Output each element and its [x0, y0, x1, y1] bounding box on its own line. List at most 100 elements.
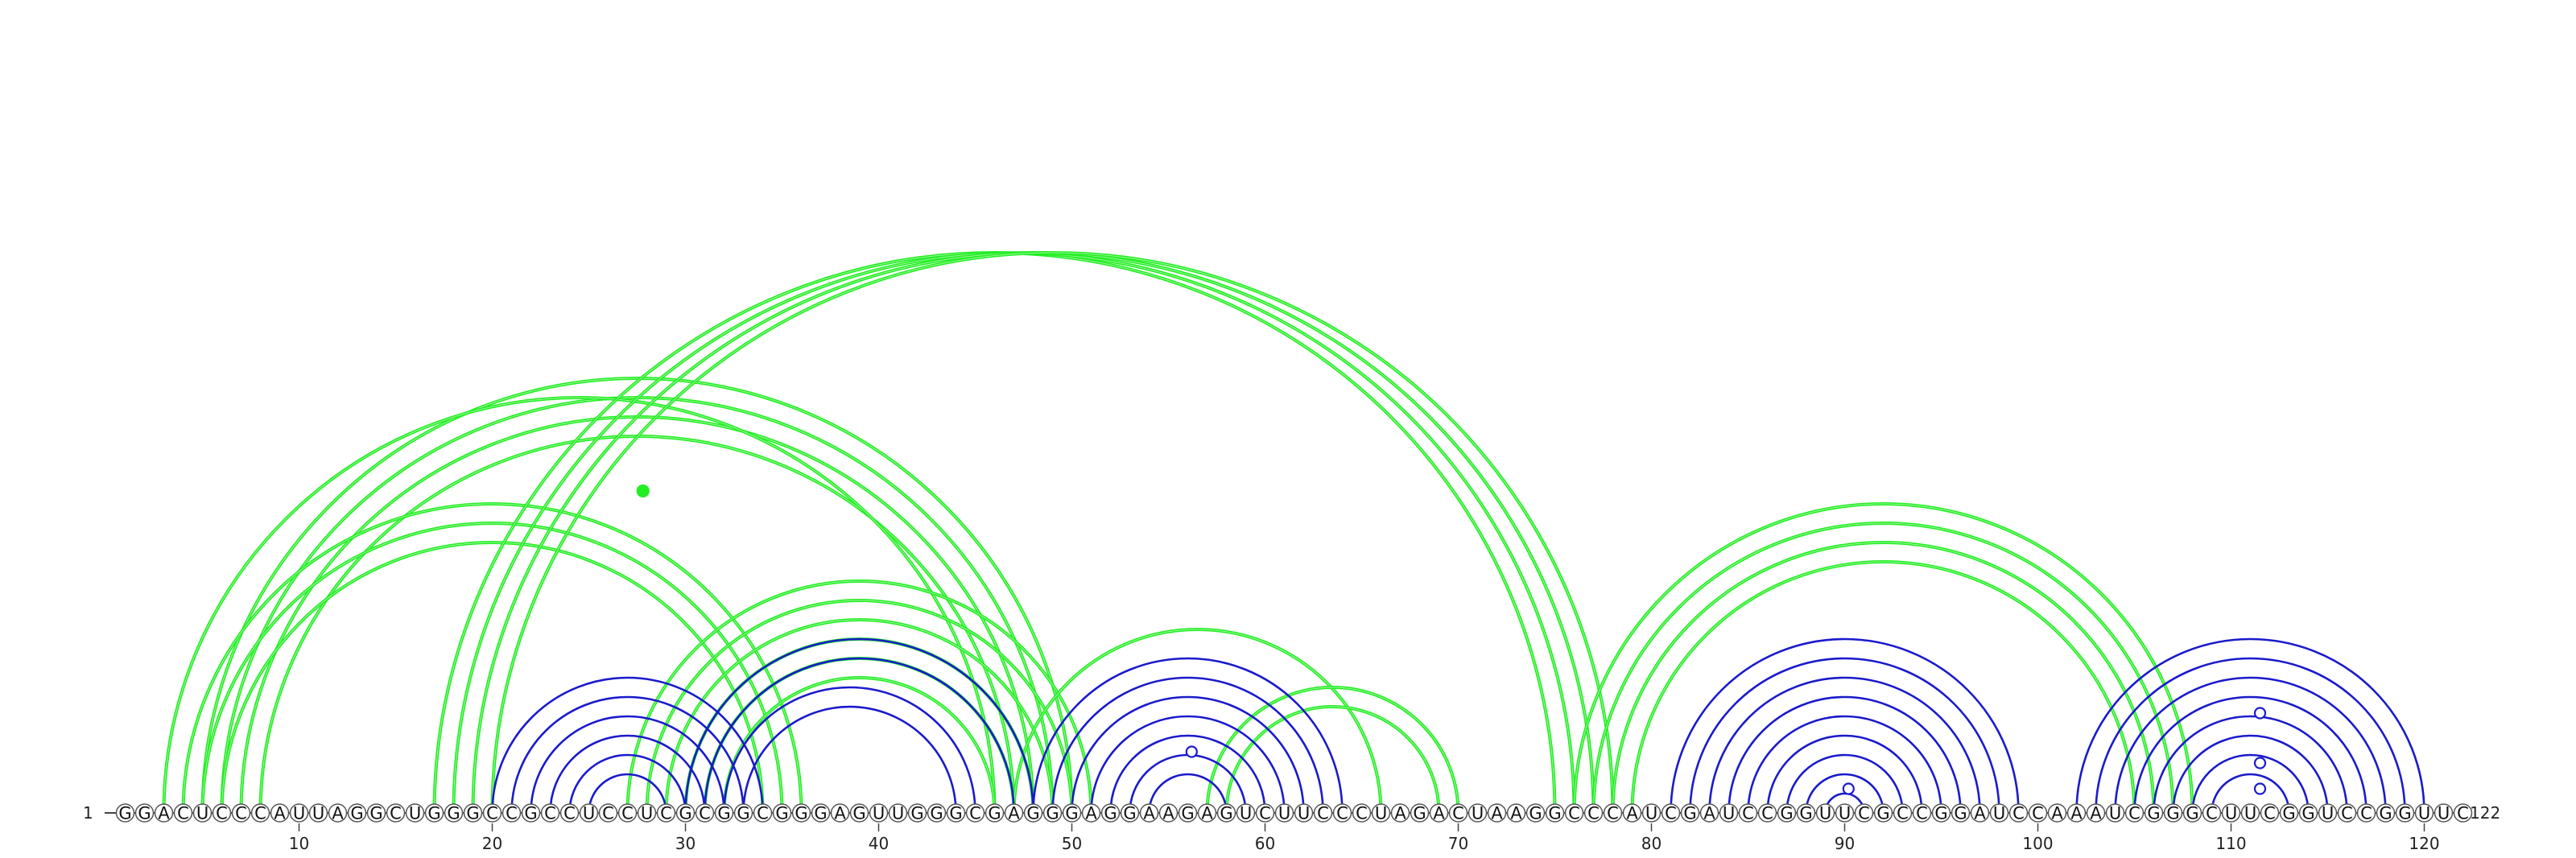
nucleotide-label-52: G — [1104, 804, 1117, 823]
nucleotide-78 — [1603, 803, 1623, 823]
nucleotide-83 — [1699, 803, 1719, 823]
nucleotide-113 — [2279, 803, 2299, 823]
blue-arc-31-47 — [704, 657, 1015, 814]
nucleotide-label-5: U — [196, 804, 208, 823]
blue-arc-109-113 — [2211, 773, 2290, 814]
nucleotide-11 — [308, 803, 328, 823]
nucleotide-label-92: G — [1876, 804, 1889, 823]
blue-arc-20-34 — [491, 676, 764, 814]
nucleotide-31 — [695, 803, 715, 823]
nucleotide-50 — [1062, 803, 1082, 823]
nucleotide-label-28: U — [641, 804, 653, 823]
nucleotide-label-99: C — [2013, 804, 2025, 823]
nucleotide-label-55: A — [1162, 804, 1174, 823]
nucleotide-58 — [1216, 803, 1236, 823]
nucleotide-22 — [521, 803, 541, 823]
nucleotide-label-25: U — [583, 804, 595, 823]
nucleotide-label-96: G — [1954, 804, 1967, 823]
nucleotide-115 — [2318, 803, 2338, 823]
blue-arc-82-98 — [1689, 657, 2000, 814]
nucleotide-88 — [1796, 803, 1816, 823]
nucleotide-label-94: C — [1916, 804, 1928, 823]
nucleotide-37 — [811, 803, 831, 823]
blue-arc-85-95 — [1747, 715, 1942, 814]
green-arc-highlight-77-107 — [1593, 522, 2174, 814]
nucleotide-122 — [2453, 803, 2473, 823]
nucleotide-label-85: C — [1742, 804, 1754, 823]
nucleotide-81 — [1661, 803, 1681, 823]
green-arc-17-75 — [432, 251, 1557, 814]
blue-arc-87-93 — [1785, 753, 1904, 814]
nucleotide-53 — [1120, 803, 1140, 823]
nucleotide-73 — [1506, 803, 1526, 823]
nucleotide-label-50: G — [1065, 804, 1078, 823]
nucleotide-34 — [753, 803, 773, 823]
nucleotide-label-40: U — [873, 804, 885, 823]
blue-arc-30-48 — [684, 637, 1034, 814]
nucleotide-118 — [2376, 803, 2396, 823]
nucleotide-label-44: G — [949, 804, 962, 823]
nucleotide-label-9: A — [274, 804, 286, 823]
nucleotide-17 — [424, 803, 444, 823]
nucleotide-100 — [2028, 803, 2048, 823]
nucleotide-109 — [2202, 803, 2222, 823]
nucleotide-1 — [115, 803, 135, 823]
nucleotide-33 — [733, 803, 753, 823]
nucleotide-106 — [2144, 803, 2164, 823]
tick-label-80: 80 — [1641, 834, 1662, 853]
nucleotide-label-105: C — [2128, 804, 2140, 823]
nucleotide-label-3: A — [158, 804, 170, 823]
nucleotide-4 — [173, 803, 193, 823]
nucleotide-92 — [1873, 803, 1893, 823]
blue-arc-106-116 — [2153, 715, 2348, 814]
nucleotide-label-84: U — [1723, 804, 1735, 823]
nucleotide-label-57: A — [1201, 804, 1213, 823]
blue-arc-104-118 — [2114, 676, 2387, 814]
nucleotide-74 — [1525, 803, 1546, 823]
blue-arc-83-97 — [1708, 676, 1981, 814]
nucleotide-16 — [405, 803, 425, 823]
nucleotide-99 — [2008, 803, 2029, 823]
blue-arc-32-45 — [723, 686, 976, 814]
blue-arc-103-119 — [2095, 657, 2406, 814]
blue-arc-51-61 — [1090, 715, 1286, 814]
nucleotide-59 — [1236, 803, 1256, 823]
nucleotide-label-103: A — [2090, 804, 2102, 823]
green-arc-highlight-5-35 — [202, 522, 782, 814]
nucleotide-80 — [1641, 803, 1662, 823]
blue-arc-105-117 — [2133, 695, 2368, 814]
nucleotide-label-4: C — [177, 804, 189, 823]
nucleotide-label-32: G — [717, 804, 730, 823]
nucleotide-label-16: U — [409, 804, 421, 823]
blue-arc-23-31 — [549, 734, 706, 814]
nucleotide-label-78: C — [1607, 804, 1619, 823]
nucleotide-35 — [772, 803, 792, 823]
nucleotide-label-2: G — [138, 804, 151, 823]
nucleotide-label-111: U — [2244, 804, 2256, 823]
nucleotide-51 — [1081, 803, 1101, 823]
nucleotide-label-59: U — [1240, 804, 1252, 823]
nucleotide-label-13: G — [350, 804, 363, 823]
nucleotide-108 — [2182, 803, 2202, 823]
nucleotide-label-56: G — [1181, 804, 1194, 823]
nucleotide-52 — [1100, 803, 1121, 823]
nucleotide-label-95: G — [1934, 804, 1947, 823]
nucleotide-label-24: C — [564, 804, 576, 823]
green-arc-highlight-6-34 — [221, 542, 763, 814]
blue-marker-5 — [2253, 757, 2267, 769]
nucleotide-label-90: U — [1839, 804, 1851, 823]
nucleotide-label-63: C — [1317, 804, 1329, 823]
nucleotide-93 — [1893, 803, 1913, 823]
blue-marker-4 — [2253, 707, 2267, 720]
nucleotide-label-82: G — [1683, 804, 1696, 823]
nucleotide-label-117: C — [2360, 804, 2372, 823]
nucleotide-91 — [1854, 803, 1874, 823]
nucleotide-87 — [1777, 803, 1797, 823]
nucleotide-label-17: G — [427, 804, 440, 823]
green-arc-highlight-47-66 — [1013, 629, 1381, 814]
nucleotide-label-7: C — [235, 804, 247, 823]
nucleotide-label-121: U — [2438, 804, 2450, 823]
nucleotide-label-8: C — [254, 804, 266, 823]
nucleotide-70 — [1448, 803, 1468, 823]
